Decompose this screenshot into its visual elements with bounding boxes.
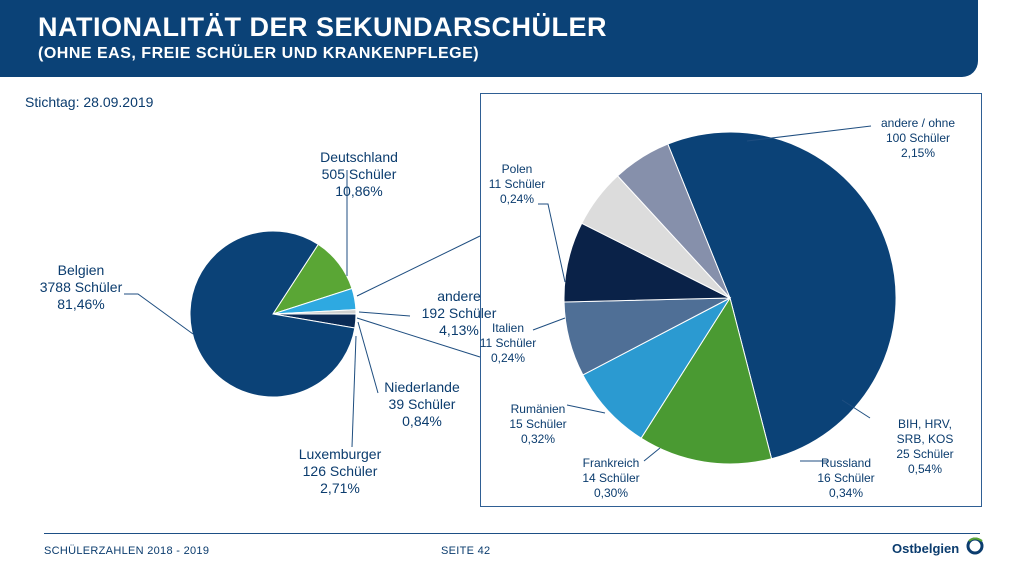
detail-label-line: 25 Schüler	[896, 447, 953, 461]
detail-slice-0-label-line: andere / ohne	[881, 116, 955, 130]
overview-slice-2-label-line: Niederlande	[384, 379, 460, 395]
overview-slice-2-label-line: 39 Schüler	[389, 396, 456, 412]
detail-slice-0-label: andere / ohne 100 Schüler 2,15%	[881, 116, 955, 160]
overview-slice-4-label: Belgien 3788 Schüler 81,46%	[40, 262, 123, 312]
overview-slice-0-label-line: 505 Schüler	[322, 166, 397, 182]
detail-slice-6-label-line: 0,24%	[500, 192, 534, 206]
overview-slice-3-label-line: 126 Schüler	[303, 463, 378, 479]
detail-frame	[480, 93, 982, 507]
detail-slice-polen	[616, 143, 731, 299]
overview-slice-4-label-line: 3788 Schüler	[40, 279, 123, 295]
detail-slice-2-label: Russland 16 Schüler 0,34%	[817, 456, 874, 500]
detail-slice-4-label: Rumänien 15 Schüler 0,32%	[509, 402, 566, 446]
detail-slice-2-label-line: Russland	[821, 456, 871, 470]
detail-slice-3-label: Frankreich 14 Schüler 0,30%	[582, 456, 639, 500]
detail-slice-6-label-line: Polen	[502, 162, 533, 176]
detail-0-leader-line	[746, 125, 872, 142]
overview-slice-3-label: Luxemburger 126 Schüler 2,71%	[299, 446, 382, 496]
overview-4-leader-line	[124, 293, 194, 335]
detail-slice-4-label-line: Rumänien	[511, 402, 566, 416]
overview-slice-2-label: Niederlande 39 Schüler 0,84%	[384, 379, 460, 429]
zoom-connector-bottom-leader-line	[356, 317, 481, 358]
detail-slice-5-label: Italien 11 Schüler 0,24%	[480, 321, 536, 365]
detail-slice-3-label-line: 14 Schüler	[582, 471, 639, 485]
overview-slice-3-label-line: 2,71%	[320, 480, 360, 496]
header-bar: NATIONALITÄT DER SEKUNDARSCHÜLER (OHNE E…	[0, 0, 978, 77]
page-title: NATIONALITÄT DER SEKUNDARSCHÜLER	[38, 12, 607, 42]
detail-1-leader-line	[841, 399, 871, 419]
overview-slice-1-label-line: 4,13%	[439, 322, 479, 338]
overview-slice-2-label-line: 0,84%	[402, 413, 442, 429]
detail-3-leader-line	[643, 447, 661, 462]
detail-label-line: BIH, HRV,	[898, 417, 952, 431]
overview-slice-0-label-line: Deutschland	[320, 149, 398, 165]
detail-slice-bih-hrv-srb-kos	[640, 296, 773, 465]
logo-swoosh-icon	[966, 537, 984, 555]
detail-slice-5-label-line: Italien	[492, 321, 524, 335]
overview-slice-3-label-line: Luxemburger	[299, 446, 382, 462]
page-number: SEITE 42	[441, 545, 491, 557]
detail-6-leader-line	[538, 203, 566, 283]
detail-slice-3-label-line: Frankreich	[583, 456, 640, 470]
overview-1-leader-line	[358, 311, 411, 317]
zoom-connector-top-leader-line	[356, 235, 481, 297]
detail-slice-andere-ohne	[667, 131, 897, 460]
overview-slice-0-label-line: 10,86%	[335, 183, 382, 199]
detail-slice-0-label-line: 2,15%	[901, 146, 935, 160]
detail-slice-4-label-line: 15 Schüler	[509, 417, 566, 431]
footer-title: SCHÜLERZAHLEN 2018 - 2019	[44, 545, 210, 557]
detail-5-leader-line	[532, 317, 566, 331]
overview-slice-4-label-line: Belgien	[58, 262, 105, 278]
ostbelgien-logo: Ostbelgien	[892, 537, 984, 561]
page-subtitle: (OHNE EAS, FREIE SCHÜLER UND KRANKENPFLE…	[38, 45, 480, 62]
overview-slice-belgien	[189, 230, 356, 398]
detail-slice-0-label-line: 100 Schüler	[886, 131, 950, 145]
detail-slice-2-label-line: 16 Schüler	[817, 471, 874, 485]
detail-slice-6-label-line: 11 Schüler	[489, 177, 545, 191]
detail-slice-russland	[582, 296, 732, 439]
detail-label-line: 0,54%	[908, 462, 942, 476]
detail-slice-5-label-line: 0,24%	[491, 351, 525, 365]
detail-slice-2-label-line: 0,34%	[829, 486, 863, 500]
reference-date: Stichtag: 28.09.2019	[25, 94, 154, 110]
detail-slice-3-label-line: 0,30%	[594, 486, 628, 500]
overview-slice-4-label-line: 81,46%	[57, 296, 104, 312]
overview-slice-1-label: andere 192 Schüler 4,13%	[422, 288, 497, 338]
logo-wordmark: Ostbelgien	[892, 541, 960, 556]
overview-slice-1-label-line: 192 Schüler	[422, 305, 497, 321]
overview-2-leader-line	[357, 321, 379, 394]
detail-4-leader-line	[566, 404, 606, 414]
footer-divider	[44, 533, 980, 534]
overview-slice-0-label: Deutschland 505 Schüler 10,86%	[320, 149, 398, 199]
detail-slice-5-label-line: 11 Schüler	[480, 336, 536, 350]
detail-slice-6-label: Polen 11 Schüler 0,24%	[489, 162, 545, 206]
detail-slice-1-label: BIH, HRV, SRB, KOS 25 Schüler 0,54%	[896, 417, 953, 476]
overview-slice-1-label-line: andere	[437, 288, 481, 304]
detail-label-line: SRB, KOS	[897, 432, 954, 446]
overview-3-leader-line	[351, 335, 357, 448]
detail-slice-4-label-line: 0,32%	[521, 432, 555, 446]
